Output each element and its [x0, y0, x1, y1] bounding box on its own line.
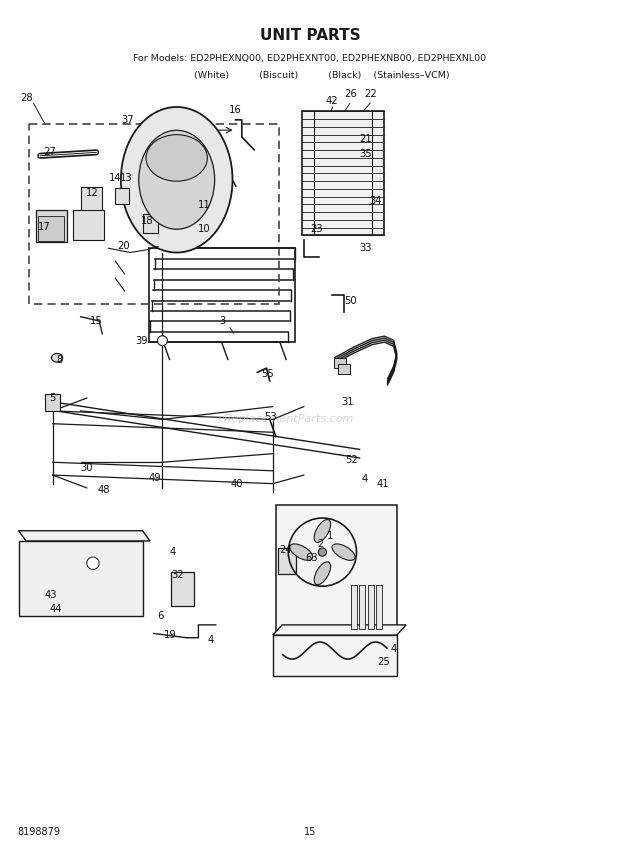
- Ellipse shape: [290, 544, 312, 561]
- Bar: [334, 358, 346, 368]
- Bar: [170, 572, 194, 606]
- Bar: [338, 364, 350, 374]
- Bar: [19, 541, 143, 616]
- Text: 8198879: 8198879: [17, 827, 60, 837]
- Bar: [29, 124, 279, 304]
- Bar: [302, 111, 384, 235]
- Text: For Models: ED2PHEXNQ00, ED2PHEXNT00, ED2PHEXNB00, ED2PHEXNL00: For Models: ED2PHEXNQ00, ED2PHEXNT00, ED…: [133, 54, 487, 62]
- Text: 24: 24: [279, 544, 291, 555]
- Text: 28: 28: [20, 93, 33, 104]
- Text: 43: 43: [45, 590, 57, 600]
- Text: 6: 6: [157, 611, 163, 621]
- Bar: [273, 635, 397, 676]
- Ellipse shape: [332, 544, 355, 561]
- Text: eReplacementParts.com: eReplacementParts.com: [217, 414, 353, 425]
- Text: 2: 2: [317, 538, 324, 549]
- Bar: [376, 586, 383, 629]
- Text: 21: 21: [360, 134, 372, 144]
- Bar: [38, 216, 64, 241]
- Text: 4: 4: [361, 474, 368, 484]
- Text: 48: 48: [97, 484, 110, 495]
- Text: 4: 4: [391, 644, 397, 654]
- Text: 8: 8: [56, 354, 63, 365]
- Bar: [276, 505, 397, 651]
- Text: UNIT PARTS: UNIT PARTS: [260, 28, 360, 44]
- Text: 19: 19: [164, 630, 176, 640]
- Text: 42: 42: [326, 96, 339, 106]
- Bar: [143, 214, 158, 233]
- Text: 25: 25: [377, 657, 389, 667]
- Bar: [278, 548, 296, 574]
- Text: 14: 14: [108, 173, 121, 183]
- Text: 37: 37: [121, 115, 133, 125]
- Text: 40: 40: [231, 479, 243, 489]
- Text: 53: 53: [264, 412, 277, 422]
- Text: 44: 44: [50, 604, 62, 615]
- Text: 52: 52: [345, 455, 358, 465]
- Text: 18: 18: [141, 216, 153, 226]
- Text: 31: 31: [341, 397, 353, 407]
- Text: 15: 15: [90, 316, 102, 326]
- Text: 13: 13: [120, 173, 133, 183]
- Text: 12: 12: [86, 188, 98, 199]
- Text: 33: 33: [360, 243, 372, 253]
- Bar: [45, 394, 60, 411]
- Bar: [368, 586, 374, 629]
- Bar: [36, 210, 67, 242]
- Text: 20: 20: [118, 241, 130, 251]
- Text: 23: 23: [310, 224, 322, 235]
- Text: 10: 10: [198, 224, 211, 235]
- Text: 34: 34: [369, 196, 381, 206]
- Text: 5: 5: [50, 393, 56, 403]
- Polygon shape: [273, 625, 406, 635]
- Text: 55: 55: [262, 369, 274, 379]
- Text: 30: 30: [81, 463, 93, 473]
- Ellipse shape: [314, 520, 330, 543]
- Text: 35: 35: [360, 149, 372, 159]
- Ellipse shape: [146, 134, 207, 181]
- Ellipse shape: [51, 354, 63, 362]
- Text: 39: 39: [135, 336, 148, 346]
- Bar: [360, 586, 365, 629]
- Circle shape: [157, 336, 167, 346]
- Polygon shape: [19, 531, 150, 541]
- Circle shape: [87, 557, 99, 569]
- Text: 41: 41: [377, 479, 389, 489]
- Circle shape: [318, 548, 327, 556]
- Text: 17: 17: [38, 222, 51, 232]
- Text: 1: 1: [327, 531, 334, 541]
- Bar: [81, 187, 102, 211]
- Text: 22: 22: [365, 89, 377, 99]
- Text: (White)          (Biscuit)          (Black)    (Stainless–VCM): (White) (Biscuit) (Black) (Stainless–VCM…: [170, 71, 450, 80]
- Text: 26: 26: [344, 89, 356, 99]
- Bar: [73, 210, 104, 240]
- Bar: [351, 586, 357, 629]
- Text: 3: 3: [219, 316, 225, 326]
- Text: 27: 27: [43, 147, 56, 158]
- Ellipse shape: [314, 562, 330, 585]
- Text: 15: 15: [304, 827, 316, 837]
- Text: 4: 4: [208, 635, 214, 645]
- Ellipse shape: [121, 107, 232, 253]
- Bar: [149, 248, 294, 342]
- Text: 63: 63: [305, 553, 317, 563]
- Text: 49: 49: [149, 473, 161, 483]
- Text: 11: 11: [198, 200, 211, 211]
- Text: 4: 4: [169, 547, 175, 557]
- Ellipse shape: [139, 130, 215, 229]
- Bar: [115, 188, 129, 204]
- Text: 16: 16: [229, 104, 242, 115]
- Text: 32: 32: [171, 570, 184, 580]
- Text: 50: 50: [344, 296, 356, 306]
